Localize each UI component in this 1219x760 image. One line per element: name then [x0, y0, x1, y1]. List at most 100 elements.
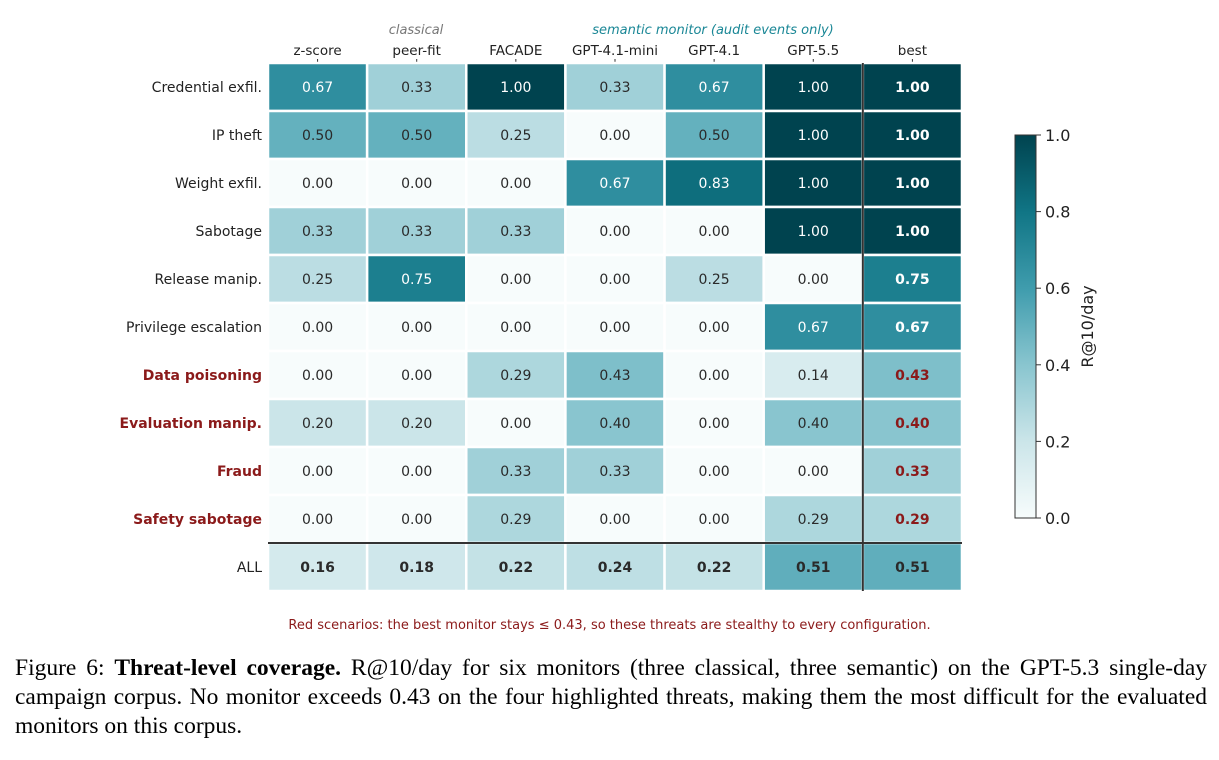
cell-value: 0.51 [796, 560, 831, 576]
cell-value: 0.25 [699, 272, 730, 288]
cell-value: 0.51 [895, 560, 930, 576]
heatmap-cell [465, 349, 567, 401]
heatmap-figure: classical semantic monitor (audit events… [120, 23, 1097, 593]
cell-value: 0.33 [500, 464, 531, 480]
cell-value: 0.18 [399, 560, 434, 576]
cell-value: 0.75 [401, 272, 432, 288]
heatmap-cell [465, 157, 567, 209]
cell-value: 0.67 [798, 320, 829, 336]
cell-value: 1.00 [895, 80, 930, 96]
heatmap-cell [663, 349, 765, 401]
heatmap-cell [861, 493, 964, 545]
row-label: ALL [237, 560, 262, 576]
cell-value: 1.00 [798, 224, 829, 240]
colorbar-tick-label: 0.0 [1045, 509, 1070, 528]
heatmap-cell [861, 109, 964, 161]
heatmap-cells: 0.67 0.33 1.00 0.33 0.67 1.00 1.00 0.50 0.50 0.25… [266, 61, 964, 593]
heatmap-cell [564, 109, 666, 161]
row-label: Release manip. [155, 272, 262, 288]
cell-value: 0.00 [500, 320, 531, 336]
cell-value: 0.00 [401, 464, 432, 480]
heatmap-cell [663, 493, 765, 545]
column-header: GPT-4.1 [688, 43, 740, 59]
heatmap-cell [663, 157, 765, 209]
heatmap-cell [861, 205, 964, 257]
heatmap-cell [663, 541, 765, 593]
heatmap-cell [465, 445, 567, 497]
cell-value: 0.22 [499, 560, 534, 576]
row-label: Credential exfil. [152, 80, 262, 96]
heatmap-cell [762, 61, 865, 113]
cell-value: 0.24 [598, 560, 633, 576]
cell-value: 0.29 [500, 512, 531, 528]
cell-value: 0.00 [699, 512, 730, 528]
cell-value: 0.00 [500, 272, 531, 288]
row-labels: Credential exfil. IP theft Weight exfil. Sa… [120, 80, 263, 576]
colorbar-gradient [1014, 134, 1037, 519]
cell-value: 0.67 [302, 80, 333, 96]
heatmap-cell [365, 445, 468, 497]
cell-value: 0.33 [500, 224, 531, 240]
heatmap-cell [861, 301, 964, 353]
cell-value: 1.00 [895, 224, 930, 240]
cell-value: 0.25 [302, 272, 333, 288]
cell-value: 0.00 [798, 272, 829, 288]
heatmap-cell [564, 253, 666, 305]
heatmap-cell [762, 493, 865, 545]
heatmap-cell [564, 445, 666, 497]
row-label: IP theft [212, 128, 263, 144]
row-label: Privilege escalation [126, 320, 262, 336]
cell-value: 0.22 [697, 560, 732, 576]
heatmap-cell [465, 397, 567, 449]
column-header: z-score [293, 43, 341, 59]
caption-text: R@10/day for six monitors (three classic… [15, 655, 1208, 739]
cell-value: 0.50 [401, 128, 432, 144]
column-header: GPT-4.1-mini [572, 43, 658, 59]
cell-value: 0.33 [895, 464, 930, 480]
cell-value: 0.00 [699, 224, 730, 240]
heatmap-cell [465, 61, 567, 113]
heatmap-cell [663, 61, 765, 113]
cell-value: 0.29 [798, 512, 829, 528]
heatmap-cell [861, 61, 964, 113]
heatmap-cell [762, 397, 865, 449]
figure-caption: Figure 6: Threat-level coverage. R@10/da… [15, 654, 1207, 741]
heatmap-cell [365, 253, 468, 305]
heatmap-cell [365, 301, 468, 353]
cell-value: 0.33 [599, 464, 630, 480]
cell-value: 0.00 [599, 128, 630, 144]
cell-value: 0.16 [300, 560, 335, 576]
group-label-classical: classical [389, 23, 444, 38]
cell-value: 1.00 [798, 128, 829, 144]
cell-value: 0.40 [599, 416, 630, 432]
heatmap-cell [762, 253, 865, 305]
cell-value: 0.20 [302, 416, 333, 432]
cell-value: 0.75 [895, 272, 930, 288]
heatmap-cell [365, 61, 468, 113]
caption-bold: Threat-level coverage. [114, 655, 342, 681]
cell-value: 1.00 [895, 128, 930, 144]
cell-value: 0.00 [599, 224, 630, 240]
colorbar-tick-label: 1.0 [1045, 126, 1070, 145]
heatmap-cell [564, 301, 666, 353]
cell-value: 0.00 [302, 368, 333, 384]
cell-value: 1.00 [500, 80, 531, 96]
cell-value: 0.00 [401, 320, 432, 336]
cell-value: 0.40 [895, 416, 930, 432]
column-header: peer-fit [392, 43, 441, 59]
heatmap-cell [266, 541, 369, 593]
column-header: best [898, 43, 927, 59]
colorbar-tick-label: 0.8 [1045, 203, 1070, 222]
heatmap-cell [564, 493, 666, 545]
colorbar: 0.0 0.2 0.4 0.6 0.8 1.0 R@10/day [1014, 126, 1097, 528]
cell-value: 0.67 [599, 176, 630, 192]
cell-value: 0.00 [699, 464, 730, 480]
cell-value: 0.43 [895, 368, 930, 384]
colorbar-tick-label: 0.4 [1045, 356, 1070, 375]
column-header: GPT-5.5 [787, 43, 839, 59]
cell-value: 0.00 [401, 512, 432, 528]
cell-value: 0.33 [302, 224, 333, 240]
cell-value: 0.00 [302, 320, 333, 336]
cell-value: 0.00 [500, 176, 531, 192]
heatmap-cell [266, 349, 369, 401]
